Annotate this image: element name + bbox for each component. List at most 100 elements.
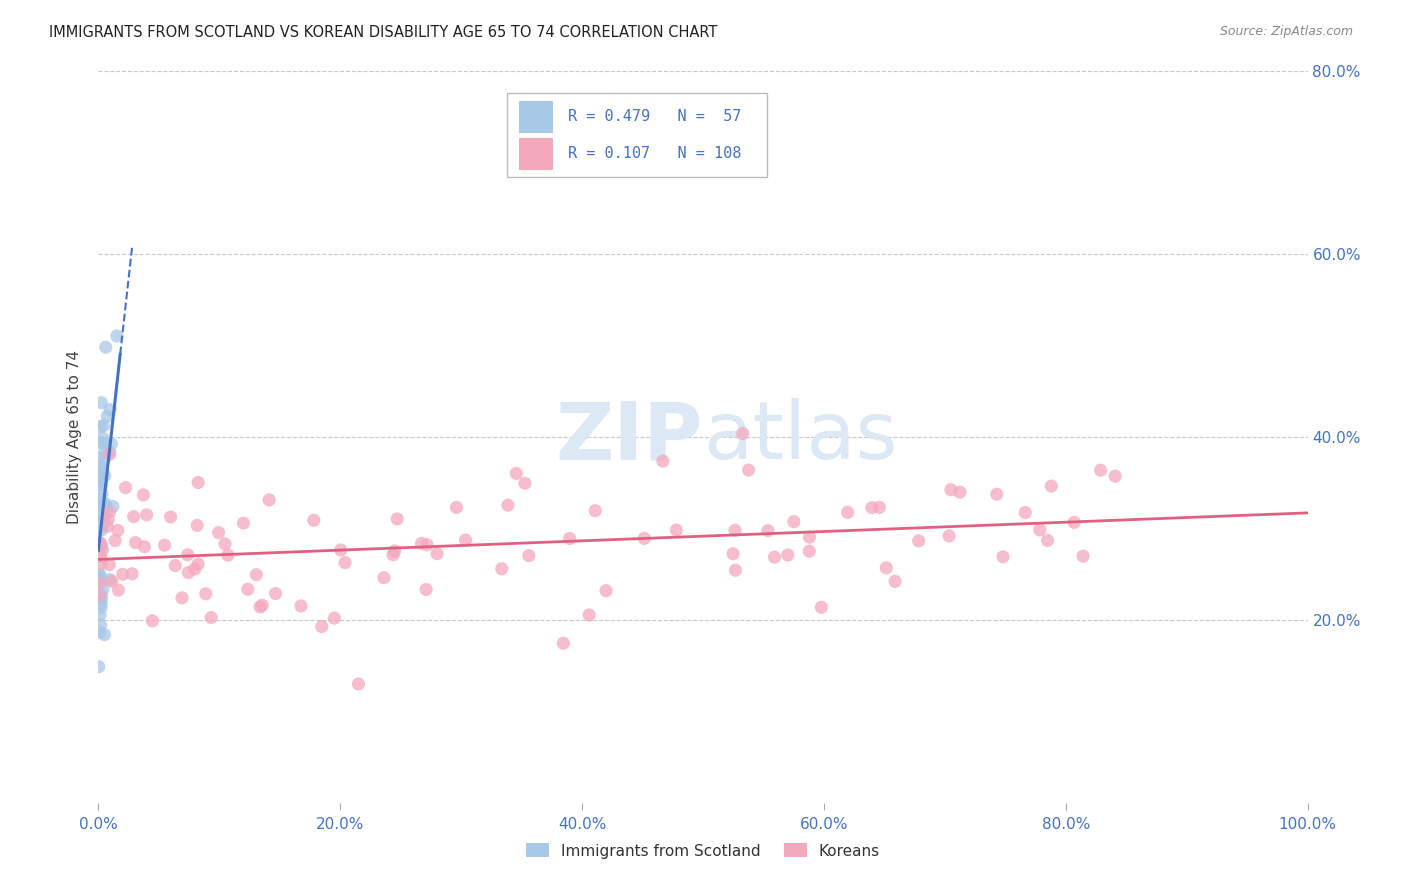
Point (200, 610, 222, 624)
Point (90, 575, 112, 590)
Point (763, 550, 786, 565)
Point (513, 476, 536, 491)
Point (187, 557, 209, 571)
Point (416, 538, 439, 552)
Point (837, 505, 859, 519)
Point (93, 436, 115, 450)
Point (264, 586, 287, 600)
Point (387, 512, 409, 526)
Point (875, 561, 897, 575)
Point (90, 519, 112, 533)
Point (721, 547, 744, 561)
Point (91, 582, 114, 597)
Point (90, 549, 112, 564)
Point (810, 600, 832, 615)
Point (329, 543, 352, 558)
Point (94, 445, 117, 459)
Point (89, 471, 111, 485)
Point (93, 628, 115, 642)
Point (1071, 549, 1094, 563)
Point (153, 538, 176, 552)
Point (90, 523, 112, 537)
Point (90, 589, 112, 603)
Point (517, 549, 540, 563)
Point (1029, 523, 1052, 537)
Point (446, 500, 468, 515)
Text: Source: ZipAtlas.com: Source: ZipAtlas.com (1219, 25, 1353, 38)
Point (93, 468, 115, 483)
Point (101, 500, 124, 514)
Point (217, 548, 239, 562)
Point (1036, 533, 1059, 548)
Point (124, 535, 146, 549)
Point (1014, 506, 1036, 520)
Point (90, 509, 112, 524)
Point (724, 523, 747, 537)
Point (89, 569, 111, 583)
Point (100, 574, 122, 589)
Point (98, 573, 121, 587)
Point (207, 525, 229, 540)
Point (89, 607, 111, 622)
Point (89, 458, 111, 473)
Point (176, 548, 198, 562)
Point (90, 477, 112, 491)
Point (91, 466, 114, 480)
Point (114, 481, 136, 495)
Point (94, 450, 117, 465)
Point (100, 437, 122, 451)
Point (90, 518, 112, 533)
Point (98, 558, 121, 572)
Point (496, 498, 519, 512)
Point (347, 677, 370, 691)
Point (105, 329, 128, 343)
Point (87, 539, 110, 553)
Point (89, 589, 111, 603)
Y-axis label: Disability Age 65 to 74: Disability Age 65 to 74 (67, 350, 83, 524)
Point (96, 409, 118, 424)
Point (776, 548, 799, 562)
Point (290, 599, 312, 613)
Point (87, 537, 110, 551)
Point (141, 614, 163, 628)
Point (1090, 463, 1112, 477)
Point (415, 582, 437, 597)
Point (90, 395, 112, 409)
Point (89, 618, 111, 632)
Point (1063, 516, 1085, 530)
Point (96, 519, 118, 533)
Point (232, 516, 254, 531)
Point (583, 504, 606, 518)
Point (373, 571, 395, 585)
Point (860, 500, 883, 515)
Point (170, 591, 193, 605)
Point (89, 520, 111, 534)
Point (94, 340, 117, 354)
Point (98, 505, 121, 519)
Point (333, 556, 356, 570)
Point (491, 562, 513, 576)
Point (177, 566, 200, 580)
Point (90, 491, 112, 506)
Point (186, 518, 208, 533)
Point (737, 463, 759, 477)
Point (134, 540, 156, 554)
Point (558, 532, 581, 546)
Point (87, 570, 110, 584)
Point (87, 521, 110, 535)
Point (249, 599, 271, 614)
Point (104, 533, 127, 548)
Point (938, 529, 960, 543)
Point (89, 498, 111, 512)
Point (214, 537, 236, 551)
FancyBboxPatch shape (508, 94, 768, 178)
Point (311, 619, 333, 633)
Point (93, 508, 115, 523)
Point (89, 536, 111, 550)
Point (89, 536, 111, 550)
Point (868, 500, 890, 515)
Point (651, 454, 673, 468)
Point (135, 508, 157, 522)
Point (165, 558, 187, 573)
Point (90, 435, 112, 450)
